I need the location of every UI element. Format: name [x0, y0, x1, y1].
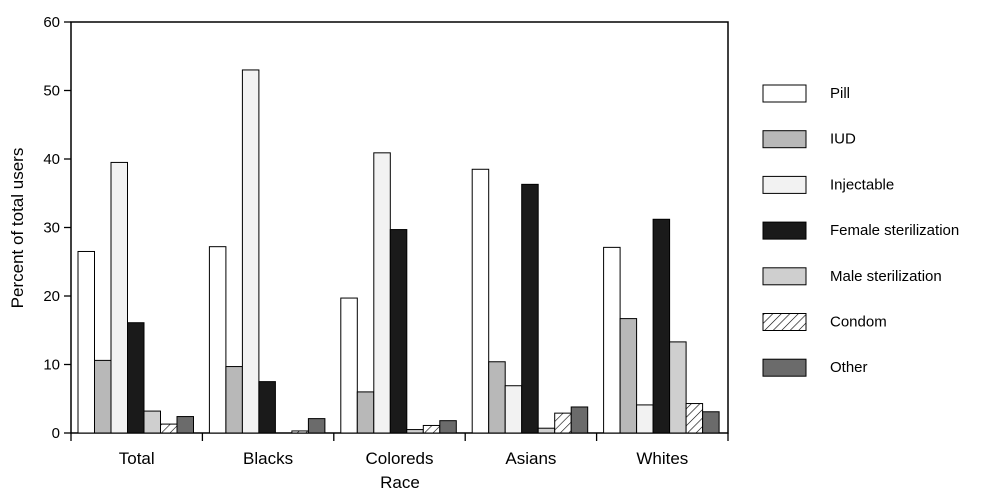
legend: Pill IUD Injectable Female sterilization Mal…: [762, 84, 959, 377]
bar-iud: [488, 361, 506, 434]
bar-female-sterilization: [258, 381, 276, 434]
bar-condom: [291, 430, 309, 434]
bar-other: [176, 416, 194, 434]
bar-iud: [94, 359, 112, 434]
bar-iud: [356, 391, 375, 434]
legend-swatch-other: [762, 358, 807, 377]
bar-male-sterilization: [669, 341, 687, 434]
legend-swatch-female-sterilization: [762, 221, 807, 240]
y-tick-label: 0: [52, 425, 60, 442]
legend-swatch-male-sterilization: [762, 267, 807, 286]
bar-male-sterilization: [537, 427, 556, 434]
bar-pill: [77, 250, 95, 434]
bar-female-sterilization: [389, 229, 408, 434]
bar-condom: [554, 412, 572, 434]
bar-pill: [340, 297, 358, 434]
plot-area: 0 10 20 30 40 50 60 Total Blacks Coloreds Asians Wh…: [43, 14, 729, 468]
legend-swatch-iud: [762, 130, 807, 149]
legend-label: Male sterilization: [830, 268, 942, 285]
bar-injectable: [636, 404, 654, 434]
bar-female-sterilization: [652, 218, 671, 434]
legend-label: Other: [830, 359, 868, 376]
bar-pill: [471, 168, 490, 434]
bar-female-sterilization: [127, 322, 145, 434]
bar-other: [702, 411, 720, 434]
x-tick-label: Asians: [505, 449, 556, 468]
bar-condom: [160, 423, 178, 434]
bar-female-sterilization: [521, 183, 539, 434]
bar-injectable: [373, 152, 391, 434]
y-tick-label: 50: [43, 83, 60, 100]
legend-label: IUD: [830, 131, 856, 148]
legend-label: Female sterilization: [830, 222, 959, 239]
y-tick-label: 20: [43, 288, 60, 305]
y-tick-label: 40: [43, 151, 60, 168]
legend-label: Condom: [830, 314, 887, 331]
bar-iud: [619, 318, 638, 434]
legend-label: Pill: [830, 85, 850, 102]
bar-injectable: [504, 385, 523, 434]
y-tick-label: 10: [43, 357, 60, 374]
bar-pill: [603, 246, 621, 434]
x-tick-label: Coloreds: [365, 449, 433, 468]
bar-other: [439, 420, 457, 434]
legend-swatch-condom: [762, 313, 807, 331]
bar-male-sterilization: [406, 429, 424, 434]
bar-injectable: [110, 161, 128, 434]
bar-pill: [208, 246, 227, 434]
legend-label: Injectable: [830, 176, 894, 193]
bar-condom: [685, 403, 704, 434]
x-tick-label: Total: [119, 449, 155, 468]
legend-swatch-pill: [762, 84, 807, 103]
bar-male-sterilization: [143, 410, 161, 434]
y-axis-title: Percent of total users: [8, 148, 27, 309]
bar-injectable: [241, 69, 260, 434]
legend-swatch-injectable: [762, 175, 807, 194]
x-tick-label: Whites: [636, 449, 688, 468]
y-tick-label: 60: [43, 14, 60, 31]
bar-condom: [422, 424, 441, 434]
x-tick-label: Blacks: [243, 449, 293, 468]
x-axis-title: Race: [380, 473, 420, 492]
bar-other: [570, 406, 589, 434]
bar-other: [307, 418, 326, 434]
y-tick-label: 30: [43, 220, 60, 237]
bar-iud: [225, 366, 243, 434]
